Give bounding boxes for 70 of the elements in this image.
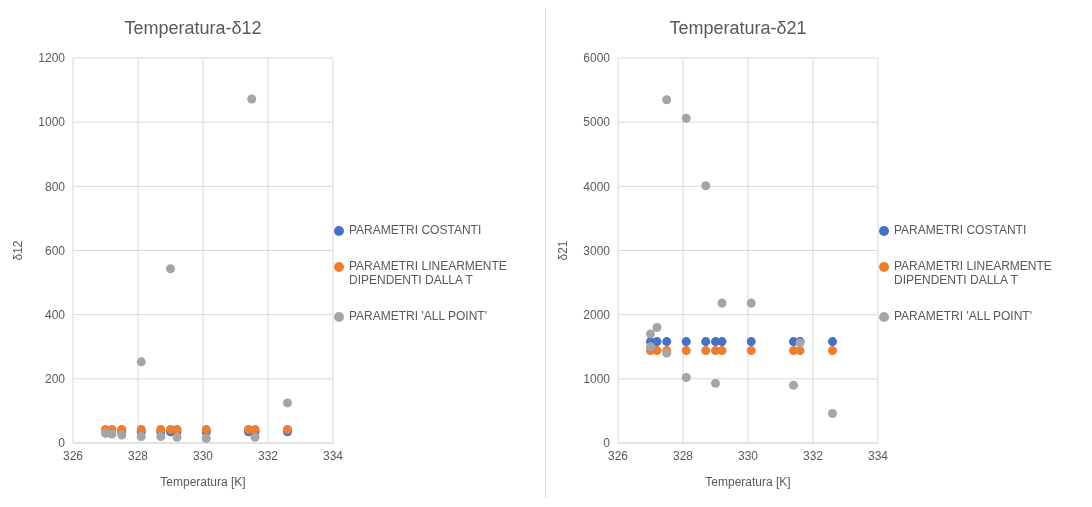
y-tick-label: 5000 bbox=[583, 115, 611, 130]
y-tick-label: 200 bbox=[44, 372, 66, 387]
point bbox=[701, 337, 711, 347]
y-tick-label: 0 bbox=[58, 436, 66, 451]
point bbox=[107, 429, 117, 439]
point bbox=[827, 337, 838, 347]
y-tick-label: 4000 bbox=[583, 179, 611, 194]
point bbox=[827, 346, 838, 356]
x-tick-label: 334 bbox=[322, 448, 344, 463]
point bbox=[250, 432, 260, 442]
point bbox=[701, 181, 711, 191]
point bbox=[662, 95, 672, 105]
x-tick-label: 326 bbox=[62, 448, 84, 463]
point bbox=[681, 113, 691, 123]
point bbox=[717, 337, 727, 347]
point bbox=[717, 298, 727, 308]
point bbox=[652, 337, 662, 347]
x-tick-label: 328 bbox=[672, 448, 694, 463]
point bbox=[746, 298, 756, 308]
point bbox=[201, 433, 211, 443]
point bbox=[662, 337, 672, 347]
legend-label: PARAMETRI COSTANTI bbox=[349, 223, 482, 237]
point bbox=[681, 373, 691, 383]
legend-label: PARAMETRI LINEARMENTE DIPENDENTI DALLA T bbox=[349, 259, 508, 287]
x-axis-title: Temperatura [K] bbox=[160, 475, 246, 489]
x-axis-title: Temperatura [K] bbox=[705, 475, 791, 489]
y-tick-label: 0 bbox=[603, 436, 611, 451]
y-tick-label: 1200 bbox=[38, 51, 66, 66]
y-tick-label: 6000 bbox=[583, 51, 611, 66]
point bbox=[165, 264, 176, 274]
y-tick-label: 1000 bbox=[583, 372, 611, 387]
point bbox=[701, 346, 711, 356]
point bbox=[652, 322, 662, 333]
point bbox=[681, 337, 691, 347]
y-tick-label: 800 bbox=[44, 179, 66, 194]
x-tick-label: 330 bbox=[737, 448, 759, 463]
chart-title: Temperatura-δ21 bbox=[668, 17, 808, 40]
legend-label: PARAMETRI COSTANTI bbox=[894, 223, 1027, 237]
x-tick-label: 332 bbox=[802, 448, 824, 463]
x-tick-label: 328 bbox=[127, 448, 149, 463]
x-tick-label: 326 bbox=[607, 448, 629, 463]
point bbox=[172, 432, 182, 442]
x-tick-label: 330 bbox=[192, 448, 214, 463]
point bbox=[247, 94, 257, 104]
point bbox=[710, 378, 721, 388]
y-tick-label: 600 bbox=[44, 243, 66, 258]
legend-label: PARAMETRI 'ALL POINT' bbox=[349, 309, 487, 323]
point bbox=[788, 380, 799, 390]
point bbox=[645, 342, 656, 352]
legend-label: PARAMETRI LINEARMENTE DIPENDENTI DALLA T bbox=[894, 259, 1053, 287]
point bbox=[136, 357, 146, 367]
point bbox=[156, 432, 166, 442]
y-tick-label: 400 bbox=[44, 307, 66, 322]
point bbox=[746, 346, 756, 356]
point bbox=[681, 346, 691, 356]
x-tick-label: 334 bbox=[867, 448, 889, 463]
point bbox=[746, 337, 756, 347]
y-axis-title: δ12 bbox=[11, 240, 26, 261]
legend-label: PARAMETRI 'ALL POINT' bbox=[894, 309, 1032, 323]
x-tick-label: 332 bbox=[257, 448, 279, 463]
y-tick-label: 3000 bbox=[583, 243, 611, 258]
y-tick-label: 2000 bbox=[583, 307, 611, 322]
chart-title: Temperatura-δ12 bbox=[123, 17, 263, 40]
point bbox=[827, 408, 838, 418]
point bbox=[645, 329, 656, 339]
y-axis-title: δ21 bbox=[556, 240, 571, 261]
point bbox=[136, 432, 146, 442]
point bbox=[717, 346, 727, 356]
y-tick-label: 1000 bbox=[38, 115, 66, 130]
point bbox=[282, 398, 293, 408]
